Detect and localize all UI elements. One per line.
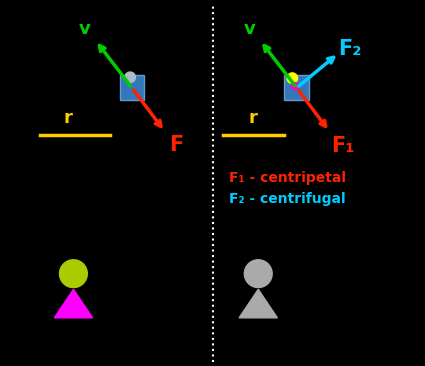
Circle shape [287,73,297,83]
Polygon shape [239,289,278,318]
Text: F: F [169,135,183,154]
Text: F₁: F₁ [331,137,354,156]
Text: F₂ - centrifugal: F₂ - centrifugal [229,193,346,206]
Text: F₁ - centripetal: F₁ - centripetal [229,171,346,184]
Polygon shape [54,289,93,318]
Circle shape [125,72,136,83]
Circle shape [291,83,298,90]
Text: v: v [79,20,90,38]
Text: r: r [63,109,72,127]
Polygon shape [119,75,144,100]
Circle shape [60,260,87,288]
Circle shape [244,260,272,288]
Text: r: r [248,109,257,127]
Text: v: v [243,20,255,38]
Text: F₂: F₂ [338,40,361,59]
Polygon shape [284,75,309,100]
